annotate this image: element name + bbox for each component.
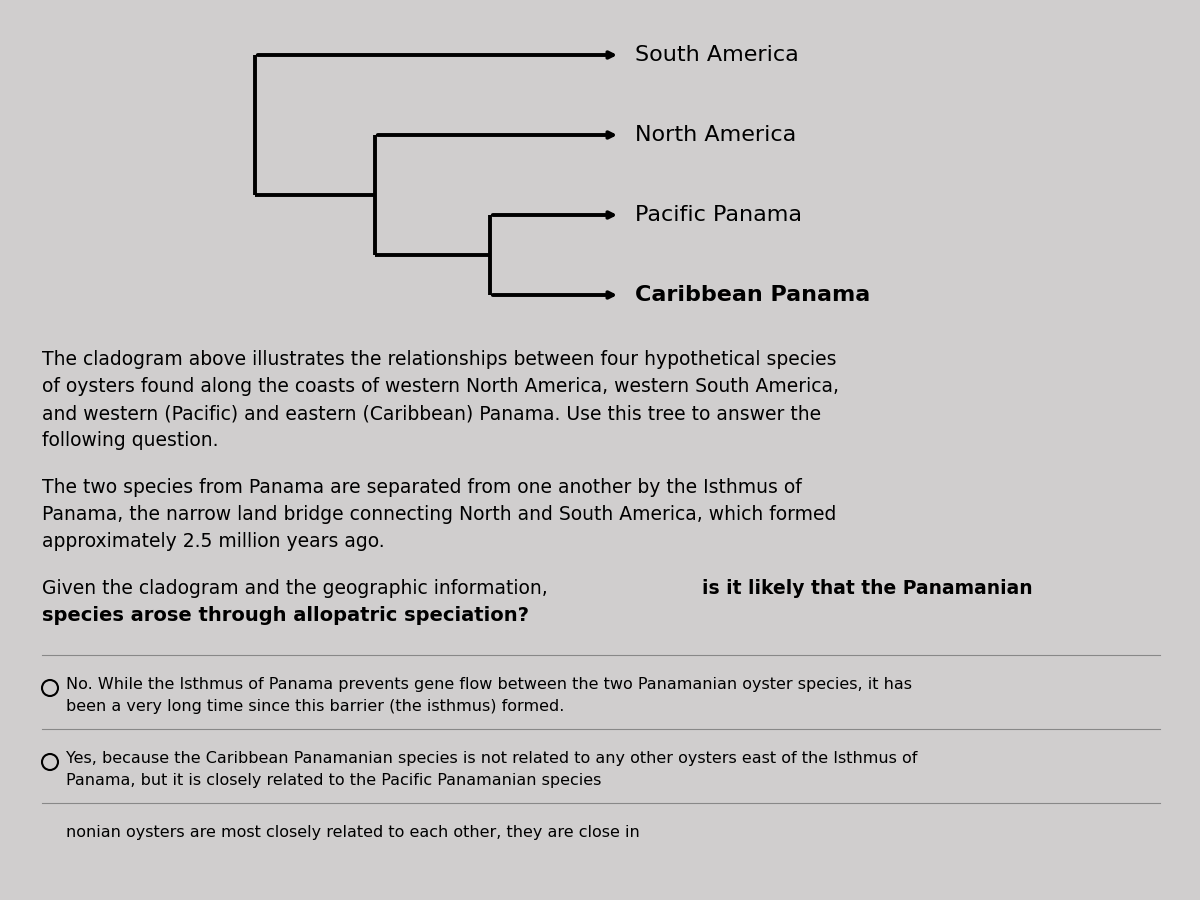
Text: The two species from Panama are separated from one another by the Isthmus of: The two species from Panama are separate… <box>42 478 802 497</box>
Text: Panama, the narrow land bridge connecting North and South America, which formed: Panama, the narrow land bridge connectin… <box>42 505 836 524</box>
Text: North America: North America <box>635 125 797 145</box>
Text: Pacific Panama: Pacific Panama <box>635 205 802 225</box>
Text: Yes, because the Caribbean Panamanian species is not related to any other oyster: Yes, because the Caribbean Panamanian sp… <box>66 751 917 766</box>
Text: South America: South America <box>635 45 799 65</box>
Text: been a very long time since this barrier (the isthmus) formed.: been a very long time since this barrier… <box>66 699 564 714</box>
Text: Given the cladogram and the geographic information,: Given the cladogram and the geographic i… <box>42 579 553 598</box>
Text: following question.: following question. <box>42 431 218 450</box>
Text: Given the cladogram and the geographic information,: Given the cladogram and the geographic i… <box>42 579 553 598</box>
Text: of oysters found along the coasts of western North America, western South Americ: of oysters found along the coasts of wes… <box>42 377 839 396</box>
Text: nonian oysters are most closely related to each other, they are close in: nonian oysters are most closely related … <box>66 825 640 840</box>
Text: species arose through allopatric speciation?: species arose through allopatric speciat… <box>42 606 529 625</box>
Text: No. While the Isthmus of Panama prevents gene flow between the two Panamanian oy: No. While the Isthmus of Panama prevents… <box>66 677 912 692</box>
Text: is it likely that the Panamanian: is it likely that the Panamanian <box>702 579 1033 598</box>
Text: approximately 2.5 million years ago.: approximately 2.5 million years ago. <box>42 532 385 551</box>
Text: The cladogram above illustrates the relationships between four hypothetical spec: The cladogram above illustrates the rela… <box>42 350 836 369</box>
Text: Panama, but it is closely related to the Pacific Panamanian species: Panama, but it is closely related to the… <box>66 773 601 788</box>
Text: and western (Pacific) and eastern (Caribbean) Panama. Use this tree to answer th: and western (Pacific) and eastern (Carib… <box>42 404 821 423</box>
Text: Caribbean Panama: Caribbean Panama <box>635 285 870 305</box>
